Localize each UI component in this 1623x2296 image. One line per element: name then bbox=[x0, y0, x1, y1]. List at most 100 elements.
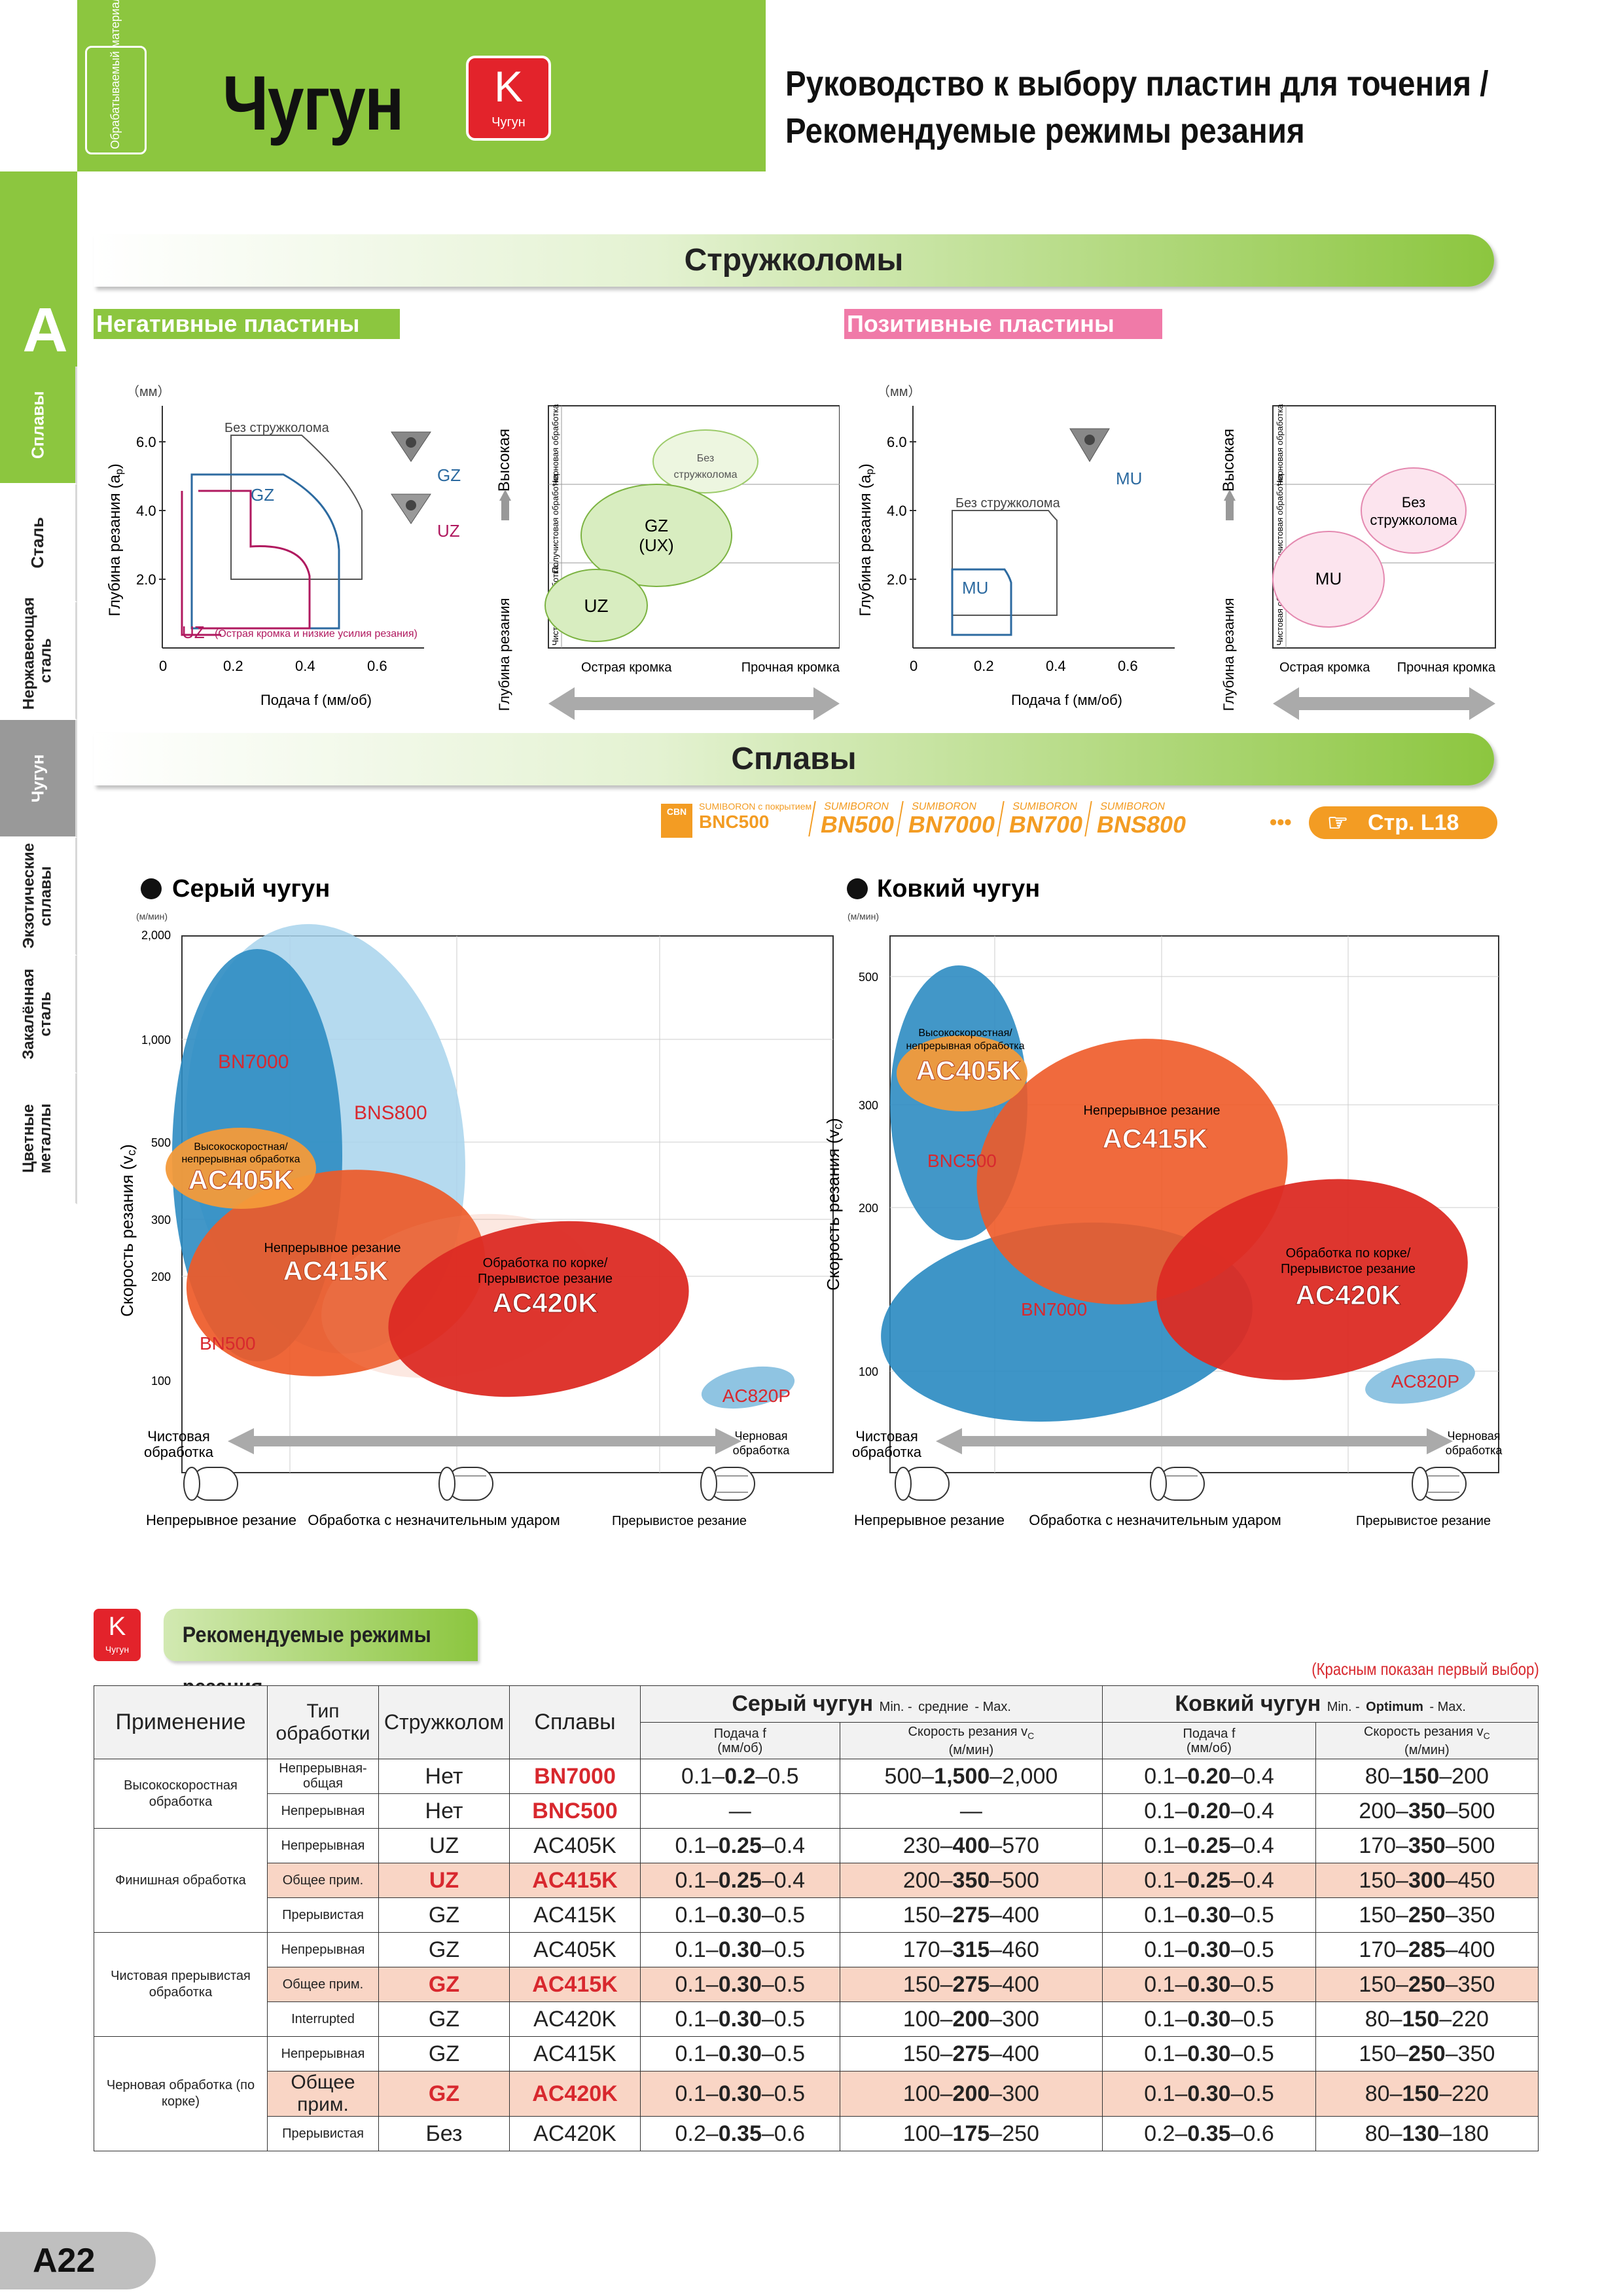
svg-text:200: 200 bbox=[859, 1202, 878, 1215]
svg-text:Обработка с незначительным уда: Обработка с незначительным ударом bbox=[1029, 1512, 1281, 1528]
neg-ytick: 2.0 bbox=[136, 571, 156, 588]
cell-chipbreaker: UZ bbox=[378, 1863, 510, 1898]
continuous-cut-icon bbox=[183, 1467, 238, 1501]
col-gray-speed: Скорость резания vC (м/мин) bbox=[839, 1722, 1103, 1759]
insert-gz-label: GZ bbox=[437, 465, 461, 485]
col-ductile-speed: Скорость резания vC (м/мин) bbox=[1315, 1722, 1539, 1759]
cell-gray-feed: 0.1–0.30–0.5 bbox=[640, 1967, 840, 2002]
svg-text:Высокоскоростная/: Высокоскоростная/ bbox=[194, 1141, 288, 1153]
k-badge-small: K Чугун bbox=[94, 1609, 141, 1661]
cell-chipbreaker: GZ bbox=[378, 1967, 510, 2002]
insert-gz-icon bbox=[391, 431, 431, 462]
cell-type: Непрерывная-общая bbox=[267, 1759, 379, 1794]
pos-ytick: 4.0 bbox=[887, 503, 907, 519]
cell-gray-feed: 0.1–0.30–0.5 bbox=[640, 2001, 840, 2037]
svg-text:0.4: 0.4 bbox=[1046, 658, 1066, 674]
cell-type: Непрерывная bbox=[267, 2036, 379, 2072]
cell-gray-speed: 200–350–500 bbox=[839, 1863, 1103, 1898]
grade-list: SUMIBORON BN500 SUMIBORON BN7000 SUMIBORON… bbox=[808, 801, 1191, 838]
cell-gray-speed: 500–1,500–2,000 bbox=[839, 1759, 1103, 1794]
svg-text:AC820P: AC820P bbox=[1391, 1371, 1459, 1391]
svg-text:Обработка по корке/: Обработка по корке/ bbox=[483, 1256, 608, 1270]
uz-region bbox=[198, 490, 311, 630]
pointing-hand-icon: ☞ bbox=[1327, 809, 1349, 836]
svg-text:Глубина резания: Глубина резания bbox=[1221, 598, 1237, 711]
cell-application: Чистовая прерывистая обработка bbox=[94, 1932, 268, 2037]
svg-text:Без: Без bbox=[697, 453, 714, 464]
svg-text:UZ: UZ bbox=[584, 596, 608, 616]
svg-text:Обработка по корке/: Обработка по корке/ bbox=[1286, 1246, 1411, 1261]
svg-text:100: 100 bbox=[859, 1365, 878, 1378]
page-number: A22 bbox=[33, 2242, 96, 2280]
negative-inserts-ribbon: Негативные пластины bbox=[94, 309, 400, 339]
cell-chipbreaker: Нет bbox=[378, 1759, 510, 1794]
svg-text:300: 300 bbox=[859, 1099, 878, 1112]
cell-ductile-feed: 0.1–0.30–0.5 bbox=[1102, 2036, 1316, 2072]
neg-no-chipbreaker-label: Без стружколома bbox=[224, 421, 330, 435]
cell-alloy: AC415K bbox=[509, 1967, 641, 2002]
gray-title: Серый чугун bbox=[172, 875, 330, 903]
cell-chipbreaker: GZ bbox=[378, 1932, 510, 1967]
svg-text:стружколома: стружколома bbox=[674, 469, 738, 480]
conditions-title-tab: Рекомендуемые режимы резания bbox=[164, 1609, 478, 1700]
gray-ylabel: Скорость резания (vc) bbox=[117, 1144, 138, 1317]
table-row: Непрерывная Нет BNC500— —0.1–0.20–0.4 200–35… bbox=[94, 1793, 1539, 1829]
table-row: Черновая обработка (по корке) Непрерывная… bbox=[94, 2036, 1539, 2151]
svg-text:Получистовая обработка: Получистовая обработка bbox=[1275, 474, 1285, 573]
svg-text:Непрерывное резание: Непрерывное резание bbox=[1083, 1103, 1220, 1118]
grade-bn700: SUMIBORON BN700 bbox=[997, 801, 1087, 838]
sidebar-tab-cast-iron[interactable]: Чугун bbox=[0, 720, 77, 838]
cell-type: Непрерывная bbox=[267, 1793, 379, 1829]
cell-gray-feed: 0.1–0.30–0.5 bbox=[640, 2071, 840, 2117]
col-gray-feed: Подача f (мм/об) bbox=[640, 1722, 840, 1759]
svg-text:0.6: 0.6 bbox=[1118, 658, 1138, 674]
cell-alloy: AC405K bbox=[509, 1828, 641, 1863]
bubble-pos-no-chipbreaker bbox=[1361, 467, 1467, 554]
grade-bn7000: SUMIBORON BN7000 bbox=[896, 801, 999, 838]
pos-no-chipbreaker-region bbox=[952, 510, 1058, 616]
header-band bbox=[77, 0, 766, 171]
neg-ytick: 4.0 bbox=[136, 503, 156, 519]
cell-ductile-speed: 200–350–500 bbox=[1315, 1793, 1539, 1829]
svg-text:(м/мин): (м/мин) bbox=[847, 911, 879, 922]
cell-type: Interrupted bbox=[267, 2001, 379, 2037]
no-chipbreaker-region bbox=[230, 435, 363, 580]
cell-gray-speed: 100–200–300 bbox=[839, 2001, 1103, 2037]
sidebar-tab-exotic[interactable]: Экзотические сплавы bbox=[0, 838, 77, 956]
svg-text:обработка: обработка bbox=[1446, 1444, 1503, 1457]
sidebar-tab-nonferrous[interactable]: Цветные металлы bbox=[0, 1073, 77, 1204]
interrupted-cut-icon bbox=[1412, 1467, 1467, 1501]
svg-text:300: 300 bbox=[151, 1213, 171, 1227]
cell-alloy: AC405K bbox=[509, 1932, 641, 1967]
svg-text:AC420K: AC420K bbox=[492, 1287, 597, 1318]
cell-gray-feed: — bbox=[640, 1793, 840, 1829]
sidebar-tab-hardened[interactable]: Закалённая сталь bbox=[0, 956, 77, 1073]
cell-chipbreaker: Нет bbox=[378, 1793, 510, 1829]
region-ac405k-ductile bbox=[897, 1035, 1027, 1111]
page-ref-button[interactable]: ☞ Стр. L18 bbox=[1309, 806, 1497, 839]
neg-xtick: 0.4 bbox=[295, 658, 315, 674]
sidebar-tab-alloys[interactable]: Сплавы bbox=[0, 367, 77, 484]
cell-ductile-feed: 0.1–0.30–0.5 bbox=[1102, 1932, 1316, 1967]
table-row: Высокоскоростная обработка Непрерывная-об… bbox=[94, 1759, 1539, 1829]
pos-ytick: 2.0 bbox=[887, 571, 907, 588]
svg-text:Непрерывное резание: Непрерывное резание bbox=[146, 1512, 296, 1528]
table-row: Interrupted GZ AC420K 0.1–0.30–0.5 100–200–3… bbox=[94, 2001, 1539, 2037]
cbn-badge: CBN bbox=[661, 804, 692, 838]
table-row: Прерывистая GZ AC415K 0.1–0.30–0.5 150–275–4… bbox=[94, 1897, 1539, 1933]
sidebar-tab-steel[interactable]: Сталь bbox=[0, 484, 77, 602]
neg-zone-frame bbox=[548, 405, 840, 649]
sidebar-tab-stainless[interactable]: Нержавеющая сталь bbox=[0, 597, 77, 720]
region-ac420k-ductile bbox=[1156, 1179, 1468, 1380]
cell-type: Общее прим. bbox=[267, 2071, 379, 2117]
svg-text:непрерывная обработка: непрерывная обработка bbox=[181, 1154, 300, 1165]
pos-ytick: 6.0 bbox=[887, 434, 907, 450]
gz-label: GZ bbox=[251, 485, 274, 505]
svg-text:BNC500: BNC500 bbox=[927, 1151, 997, 1171]
table-row: Общее прим. GZ AC415K 0.1–0.30–0.5 150–275–4… bbox=[94, 1967, 1539, 2002]
cell-gray-feed: 0.1–0.30–0.5 bbox=[640, 1897, 840, 1933]
table-row: Общее прим. UZ AC415K 0.1–0.25–0.4 200–350–5… bbox=[94, 1863, 1539, 1898]
svg-text:AC820P: AC820P bbox=[722, 1386, 791, 1406]
material-title: Чугун bbox=[223, 60, 404, 147]
page-number-badge: A22 bbox=[0, 2232, 156, 2289]
